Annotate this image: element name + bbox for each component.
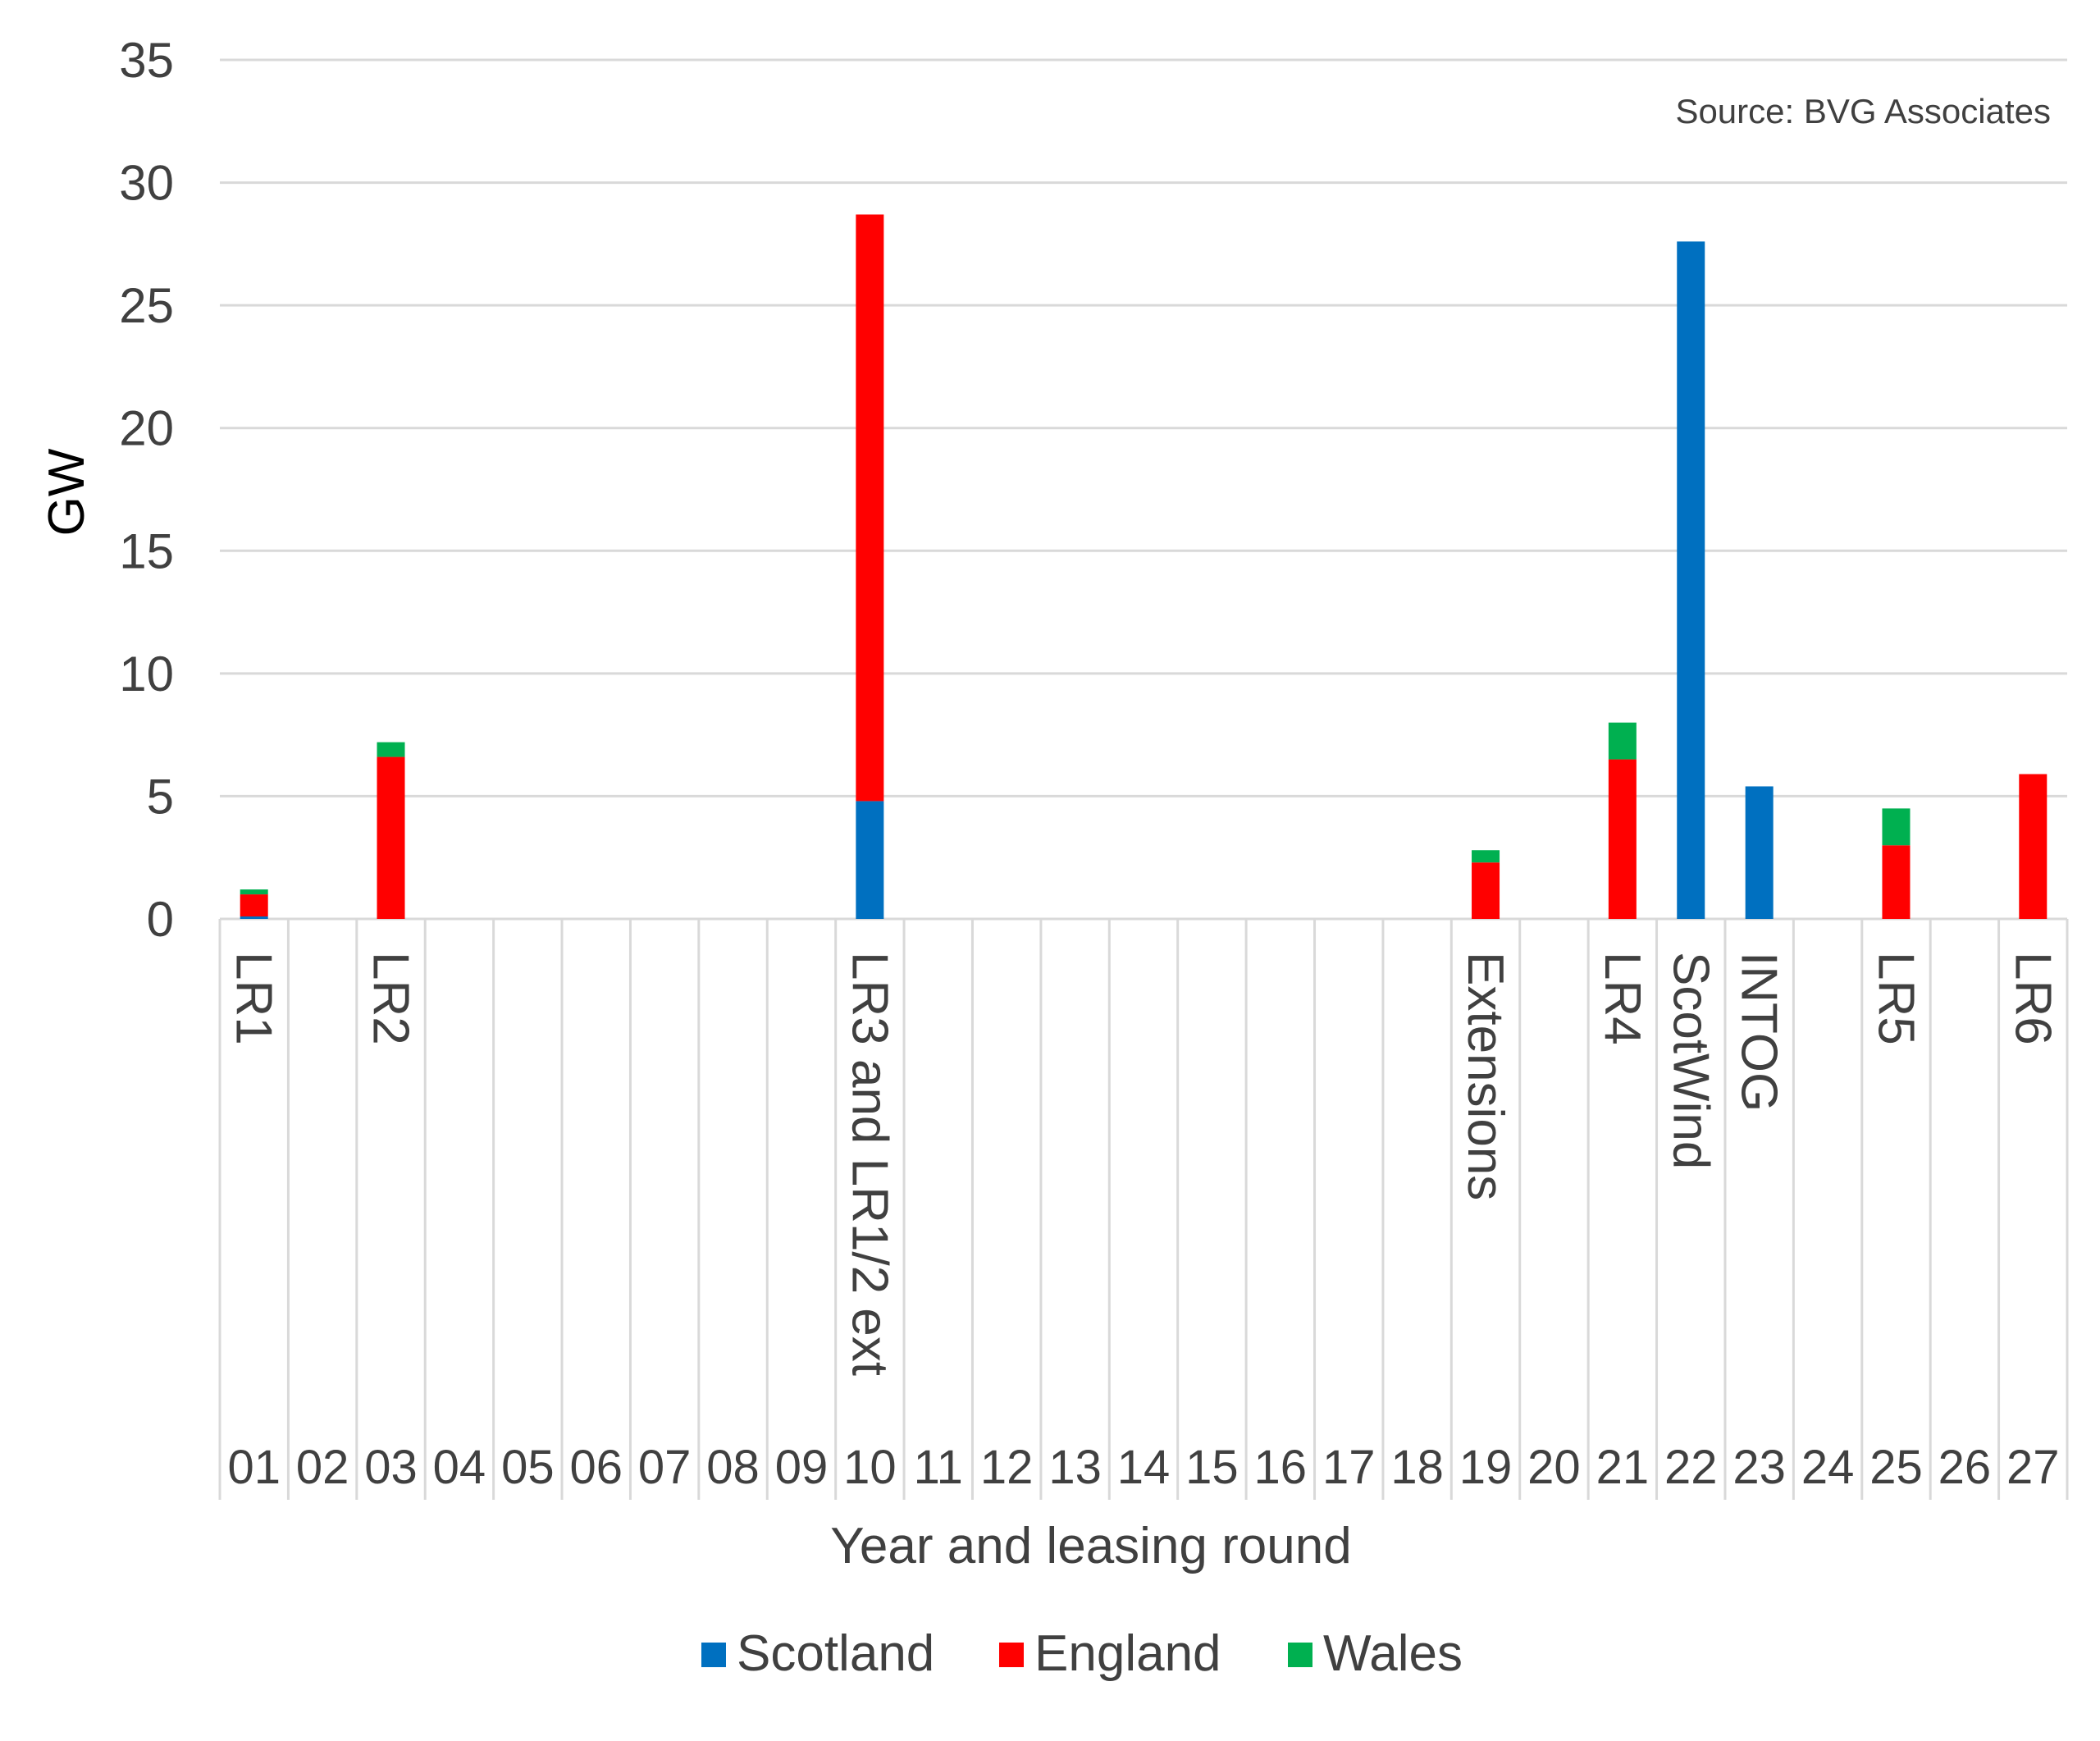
bar-scotland-10 bbox=[856, 801, 884, 919]
x-category-label: 05 bbox=[501, 1441, 555, 1494]
legend-swatch-england bbox=[999, 1643, 1024, 1667]
x-category-label: 03 bbox=[364, 1441, 418, 1494]
leasing-round-label: LR1 bbox=[226, 952, 282, 1045]
leasing-round-label: INTOG bbox=[1731, 952, 1787, 1112]
y-axis-ticks: 0 5 10 15 20 25 30 35 bbox=[119, 33, 174, 947]
bar-wales-21 bbox=[1608, 722, 1637, 760]
bar-scotland-22 bbox=[1677, 241, 1705, 919]
source-note: Source: BVG Associates bbox=[1675, 92, 2051, 130]
bar-england-01 bbox=[240, 894, 268, 917]
x-category-label: 16 bbox=[1254, 1441, 1308, 1494]
x-axis-title: Year and leasing round bbox=[830, 1518, 1351, 1574]
legend-label-england: England bbox=[1034, 1625, 1221, 1682]
bar-england-21 bbox=[1608, 759, 1637, 919]
x-category-label: 19 bbox=[1459, 1441, 1513, 1494]
leasing-round-label: LR4 bbox=[1594, 952, 1650, 1045]
legend-label-wales: Wales bbox=[1323, 1625, 1463, 1682]
leasing-round-label: LR2 bbox=[363, 952, 419, 1045]
bars bbox=[240, 214, 2048, 919]
bar-wales-25 bbox=[1882, 808, 1911, 846]
x-category-label: 02 bbox=[296, 1441, 349, 1494]
x-category-label: 18 bbox=[1390, 1441, 1444, 1494]
x-category-label: 27 bbox=[2006, 1441, 2060, 1494]
y-tick-label: 30 bbox=[119, 156, 174, 211]
legend-swatch-scotland bbox=[701, 1643, 726, 1667]
y-tick-label: 5 bbox=[147, 769, 174, 824]
x-category-label: 08 bbox=[706, 1441, 760, 1494]
bar-england-27 bbox=[2019, 774, 2048, 919]
x-category-label: 17 bbox=[1322, 1441, 1376, 1494]
bar-wales-03 bbox=[377, 742, 405, 757]
bar-scotland-23 bbox=[1745, 786, 1774, 919]
bar-wales-01 bbox=[240, 889, 268, 895]
x-category-label: 01 bbox=[227, 1441, 281, 1494]
leasing-round-label: Extensions bbox=[1457, 952, 1513, 1200]
x-category-label: 07 bbox=[638, 1441, 692, 1494]
x-category-label: 12 bbox=[980, 1441, 1034, 1494]
x-category-label: 10 bbox=[843, 1441, 897, 1494]
gridlines bbox=[220, 58, 2067, 921]
leasing-round-label: ScotWind bbox=[1662, 952, 1719, 1169]
x-category-label: 25 bbox=[1869, 1441, 1923, 1494]
leasing-round-labels: LR1 LR2 LR3 and LR1/2 ext Extensions LR4 Scot… bbox=[226, 952, 2061, 1376]
y-tick-label: 25 bbox=[119, 278, 174, 333]
x-category-label: 14 bbox=[1117, 1441, 1171, 1494]
x-category-label: 06 bbox=[569, 1441, 623, 1494]
leasing-round-label: LR6 bbox=[2004, 952, 2061, 1045]
x-category-label: 09 bbox=[775, 1441, 829, 1494]
x-category-label: 15 bbox=[1185, 1441, 1239, 1494]
legend: Scotland England Wales bbox=[701, 1625, 1463, 1682]
bar-england-03 bbox=[377, 756, 405, 919]
leasing-round-label: LR5 bbox=[1867, 952, 1924, 1045]
y-tick-label: 15 bbox=[119, 523, 174, 578]
x-category-label: 11 bbox=[914, 1441, 963, 1494]
legend-swatch-wales bbox=[1288, 1643, 1312, 1667]
x-category-label: 23 bbox=[1732, 1441, 1786, 1494]
bar-wales-19 bbox=[1472, 850, 1500, 863]
x-category-label: 21 bbox=[1596, 1441, 1650, 1494]
y-tick-label: 20 bbox=[119, 401, 174, 456]
bar-england-19 bbox=[1472, 862, 1500, 919]
category-separators bbox=[218, 919, 2069, 1500]
bar-england-25 bbox=[1882, 845, 1911, 919]
y-axis-title: GW bbox=[39, 448, 95, 536]
bar-england-10 bbox=[856, 214, 884, 802]
x-category-label: 20 bbox=[1527, 1441, 1581, 1494]
x-category-label: 04 bbox=[433, 1441, 486, 1494]
leasing-round-label: LR3 and LR1/2 ext bbox=[841, 952, 897, 1376]
x-category-label: 24 bbox=[1801, 1441, 1855, 1494]
x-category-label: 13 bbox=[1048, 1441, 1102, 1494]
x-category-label: 26 bbox=[1938, 1441, 1992, 1494]
y-tick-label: 35 bbox=[119, 33, 174, 88]
legend-label-scotland: Scotland bbox=[737, 1625, 934, 1682]
x-category-label: 22 bbox=[1664, 1441, 1718, 1494]
y-tick-label: 0 bbox=[147, 892, 174, 947]
x-axis-categories: 01 02 03 04 05 06 07 08 09 10 11 12 13 14 15 16 17 18 19 20… bbox=[227, 1441, 2059, 1494]
bar-scotland-01 bbox=[240, 916, 268, 919]
y-tick-label: 10 bbox=[119, 647, 174, 701]
